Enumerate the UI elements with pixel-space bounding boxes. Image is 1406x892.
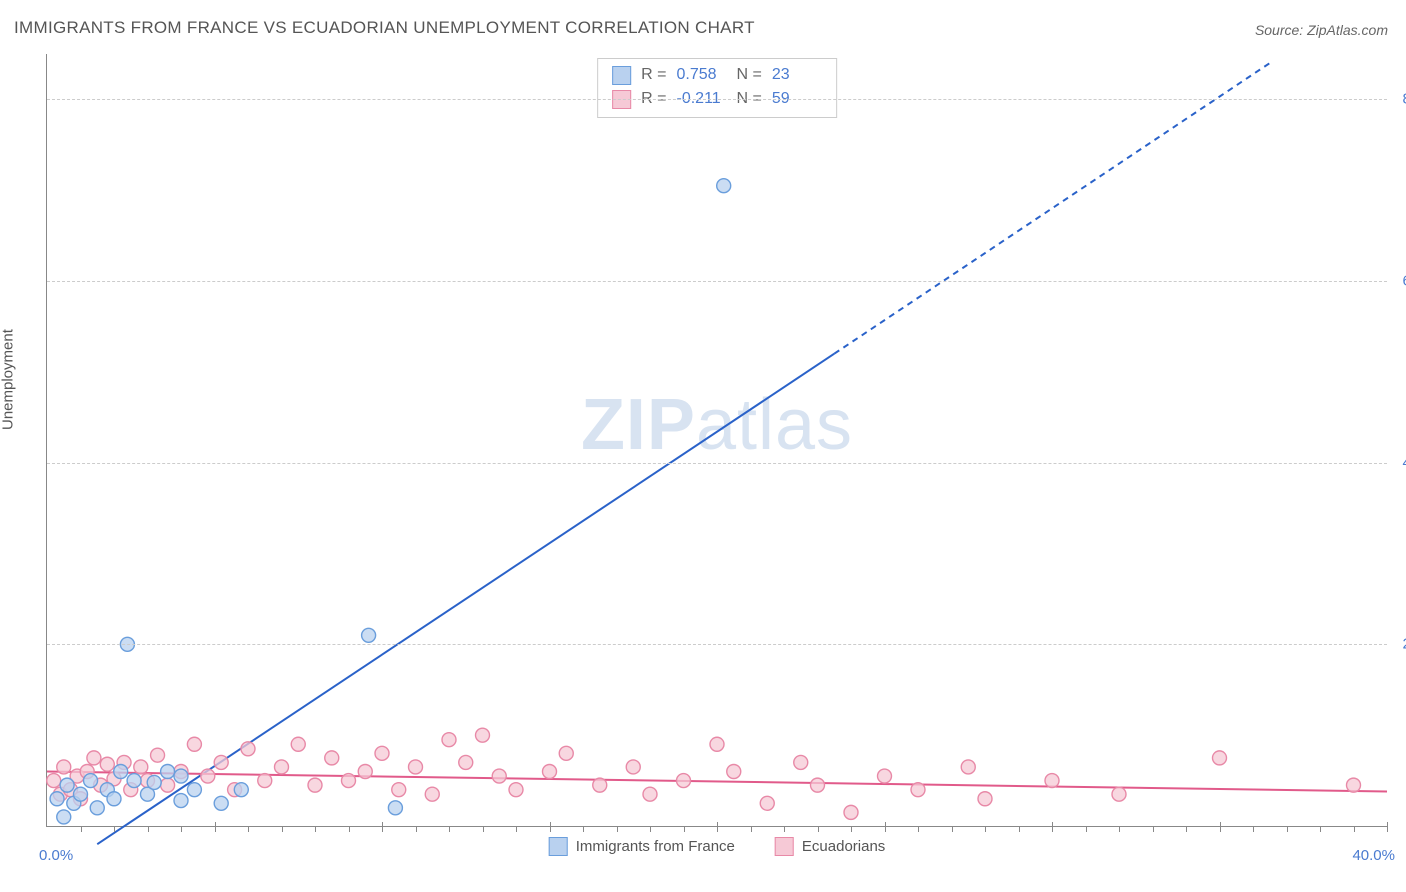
y-tick-label: 40.0% — [1395, 454, 1406, 471]
y-tick-label: 80.0% — [1395, 91, 1406, 108]
correlation-stats-legend: R = 0.758 N = 23 R = -0.211 N = 59 — [597, 58, 837, 118]
n-value: 23 — [772, 63, 822, 87]
chart-title: IMMIGRANTS FROM FRANCE VS ECUADORIAN UNE… — [14, 18, 755, 38]
swatch-ecuador — [775, 837, 794, 856]
swatch-france — [612, 66, 631, 85]
series-legend: Immigrants from France Ecuadorians — [549, 837, 886, 856]
y-tick-label: 20.0% — [1395, 636, 1406, 653]
x-axis-min-label: 0.0% — [39, 847, 73, 864]
y-axis-label: Unemployment — [0, 329, 17, 430]
x-axis-max-label: 40.0% — [1352, 847, 1395, 864]
y-tick-label: 60.0% — [1395, 273, 1406, 290]
r-value: 0.758 — [677, 63, 727, 87]
source-attribution: Source: ZipAtlas.com — [1255, 22, 1388, 38]
swatch-france — [549, 837, 568, 856]
scatter-plot-svg — [47, 54, 1387, 826]
stats-row-france: R = 0.758 N = 23 — [612, 63, 822, 87]
legend-item-ecuador: Ecuadorians — [775, 837, 885, 856]
chart-plot-area: ZIPatlas R = 0.758 N = 23 R = -0.211 N =… — [46, 54, 1387, 827]
legend-item-france: Immigrants from France — [549, 837, 735, 856]
